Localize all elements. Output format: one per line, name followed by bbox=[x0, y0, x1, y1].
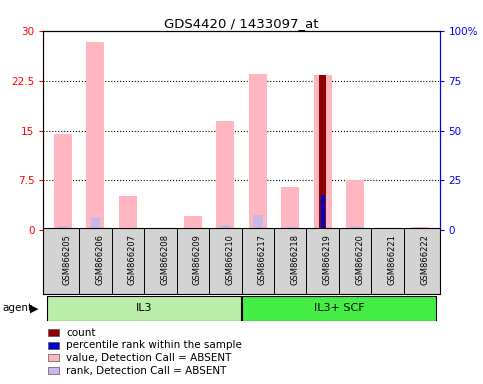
Text: GSM866218: GSM866218 bbox=[290, 234, 299, 285]
Text: GSM866219: GSM866219 bbox=[323, 234, 332, 285]
Bar bbox=[151, 229, 169, 230]
Bar bbox=[411, 227, 429, 230]
Text: GSM866209: GSM866209 bbox=[193, 234, 202, 285]
Bar bbox=[90, 217, 100, 230]
Text: percentile rank within the sample: percentile rank within the sample bbox=[66, 340, 242, 350]
Text: IL3: IL3 bbox=[136, 303, 152, 313]
Bar bbox=[346, 180, 364, 230]
Bar bbox=[119, 196, 137, 230]
Text: agent: agent bbox=[2, 303, 32, 313]
Bar bbox=[242, 296, 436, 321]
Bar bbox=[58, 226, 68, 230]
Bar bbox=[216, 121, 234, 230]
Bar bbox=[253, 215, 263, 230]
Bar bbox=[188, 229, 198, 230]
Text: GSM866208: GSM866208 bbox=[160, 234, 170, 285]
Bar bbox=[220, 225, 230, 230]
Text: GSM866206: GSM866206 bbox=[96, 234, 104, 285]
Bar bbox=[249, 74, 267, 230]
Bar bbox=[314, 75, 332, 230]
Bar bbox=[123, 228, 133, 230]
Bar bbox=[321, 195, 325, 230]
Bar bbox=[47, 296, 242, 321]
Text: IL3+ SCF: IL3+ SCF bbox=[313, 303, 364, 313]
Text: GDS4420 / 1433097_at: GDS4420 / 1433097_at bbox=[164, 17, 319, 30]
Text: GSM866210: GSM866210 bbox=[225, 234, 234, 285]
Text: GSM866207: GSM866207 bbox=[128, 234, 137, 285]
Bar bbox=[86, 42, 104, 230]
Text: GSM866205: GSM866205 bbox=[63, 234, 72, 285]
Bar bbox=[54, 134, 72, 230]
Text: ▶: ▶ bbox=[30, 303, 39, 313]
Text: value, Detection Call = ABSENT: value, Detection Call = ABSENT bbox=[66, 353, 231, 363]
Text: GSM866221: GSM866221 bbox=[387, 234, 397, 285]
Bar bbox=[319, 75, 326, 230]
Text: GSM866222: GSM866222 bbox=[420, 234, 429, 285]
Bar bbox=[285, 227, 295, 230]
Text: GSM866220: GSM866220 bbox=[355, 234, 364, 285]
Text: rank, Detection Call = ABSENT: rank, Detection Call = ABSENT bbox=[66, 366, 227, 376]
Text: count: count bbox=[66, 328, 96, 338]
Bar bbox=[184, 217, 202, 230]
Bar bbox=[415, 229, 425, 230]
Bar bbox=[281, 187, 299, 230]
Bar bbox=[350, 227, 360, 230]
Text: GSM866217: GSM866217 bbox=[258, 234, 267, 285]
